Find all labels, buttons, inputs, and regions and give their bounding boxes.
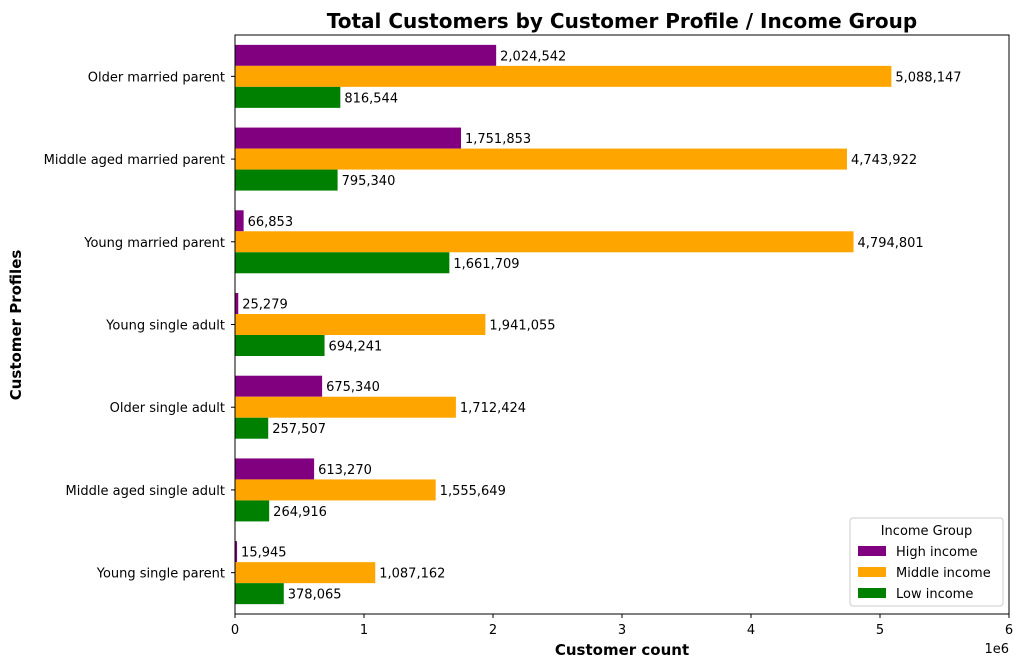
bar [235, 583, 284, 605]
bar [235, 86, 341, 108]
bar [235, 335, 325, 356]
bar-value-label: 1,751,853 [465, 132, 531, 147]
bar [235, 169, 338, 191]
legend-label: Middle income [896, 566, 991, 581]
bar [235, 541, 238, 563]
x-tick-label: 1 [360, 623, 368, 638]
x-axis-title: Customer count [555, 641, 689, 659]
y-tick-label: Young single adult [105, 319, 225, 334]
bar-value-label: 1,555,649 [440, 484, 506, 499]
bar-value-label: 4,794,801 [858, 236, 924, 251]
legend: Income Group High income Middle income Low … [849, 517, 1004, 607]
bar-value-label: 66,853 [248, 215, 293, 230]
bar-value-label: 378,065 [288, 588, 342, 603]
bar-value-label: 2,024,542 [500, 49, 566, 64]
bar-value-label: 1,712,424 [460, 401, 526, 416]
y-tick-label: Middle aged married parent [44, 153, 225, 168]
x-tick-label: 3 [618, 623, 626, 638]
bar [235, 252, 450, 274]
bar [235, 417, 269, 439]
bar [235, 44, 497, 66]
x-tick-label: 6 [1005, 623, 1013, 638]
bar-labels-layer: 2,024,542 5,088,147 816,544 1,751,853 4,743,… [241, 49, 961, 602]
axes-layer: Older married parent Middle aged married … [44, 34, 1013, 638]
x-tick-label: 4 [747, 623, 755, 638]
bar [235, 148, 847, 170]
bar-value-label: 694,241 [329, 340, 383, 355]
bar-value-label: 1,941,055 [489, 319, 555, 334]
bar-value-label: 795,340 [342, 174, 396, 189]
x-tick-label: 5 [876, 623, 884, 638]
y-tick-label: Young married parent [83, 236, 225, 251]
legend-label: Low income [896, 587, 973, 602]
bar-value-label: 25,279 [242, 298, 288, 313]
bar [235, 479, 436, 501]
legend-swatch [858, 567, 886, 577]
bar-value-label: 264,916 [273, 505, 327, 520]
bar [235, 127, 461, 149]
bar-value-label: 15,945 [241, 546, 286, 561]
bar-value-label: 5,088,147 [895, 70, 961, 85]
bar-value-label: 4,743,922 [851, 153, 917, 168]
bar [235, 562, 376, 584]
bar [235, 231, 854, 253]
chart-title: Total Customers by Customer Profile / In… [327, 9, 917, 33]
bar-value-label: 816,544 [344, 91, 398, 106]
bar [235, 210, 244, 232]
bar-value-label: 1,661,709 [453, 257, 519, 272]
bar-value-label: 613,270 [318, 463, 372, 478]
y-tick-label: Young single parent [96, 567, 225, 582]
bar-value-label: 1,087,162 [379, 567, 445, 582]
bar [235, 293, 239, 314]
bar [235, 375, 323, 397]
bar [235, 314, 486, 335]
legend-swatch [858, 588, 886, 598]
bar [235, 500, 270, 522]
y-axis-title: Customer Profiles [7, 250, 25, 401]
x-axis-scale-note: 1e6 [984, 642, 1009, 657]
legend-box [849, 517, 1004, 607]
bar [235, 458, 315, 480]
bar-value-label: 257,507 [272, 422, 326, 437]
legend-swatch [858, 546, 886, 556]
x-tick-label: 0 [231, 623, 239, 638]
bar-value-label: 675,340 [326, 380, 380, 395]
legend-label: High income [896, 545, 978, 560]
y-tick-label: Middle aged single adult [66, 484, 225, 499]
bars-layer [235, 44, 892, 605]
legend-title: Income Group [881, 524, 973, 539]
bar [235, 65, 892, 87]
y-tick-label: Older single adult [110, 401, 225, 416]
bar [235, 396, 456, 418]
y-tick-label: Older married parent [88, 70, 225, 85]
x-tick-label: 2 [489, 623, 497, 638]
